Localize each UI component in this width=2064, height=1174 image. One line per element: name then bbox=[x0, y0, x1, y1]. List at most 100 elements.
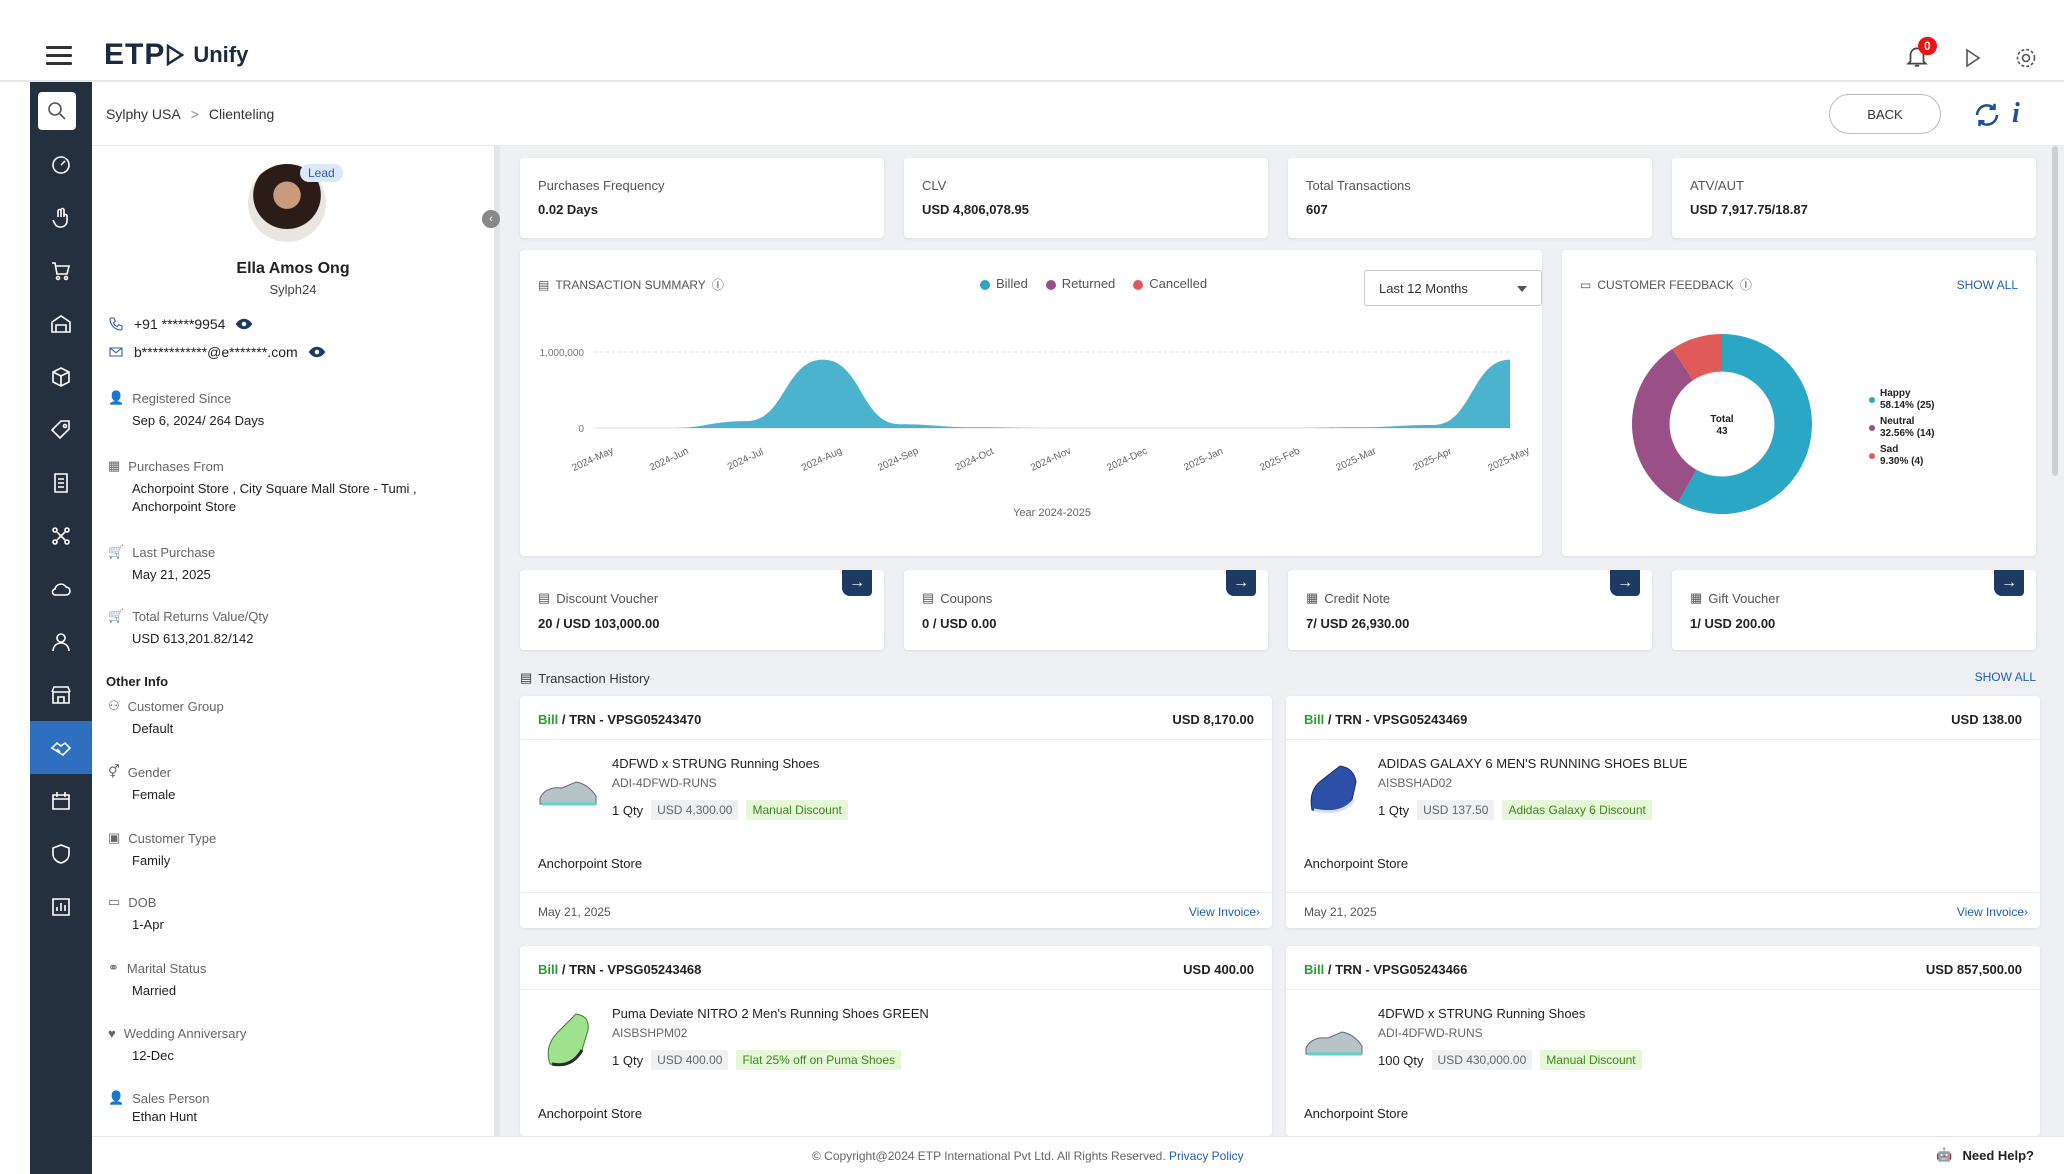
mail-icon bbox=[109, 347, 123, 357]
transaction-amount: USD 8,170.00 bbox=[1172, 712, 1254, 727]
legend-billed[interactable]: Billed bbox=[980, 276, 1028, 291]
returned-dot-icon bbox=[1045, 279, 1056, 290]
product-name: Puma Deviate NITRO 2 Men's Running Shoes… bbox=[612, 1006, 929, 1021]
sidebar-item-inventory[interactable] bbox=[30, 350, 92, 403]
coupons-card[interactable]: ▤ Coupons 0 / USD 0.00 → bbox=[904, 570, 1268, 650]
heart-calendar-icon: ♥ bbox=[108, 1026, 116, 1041]
x-tick-label: 2025-Jan bbox=[1182, 446, 1224, 474]
transaction-card[interactable]: Bill / TRN - VPSG05243466 USD 857,500.00 … bbox=[1286, 946, 2040, 1136]
view-invoice-link[interactable]: View Invoice› bbox=[1188, 905, 1260, 919]
product-line: 100 Qty USD 430,000.00 Manual Discount bbox=[1378, 1050, 1642, 1070]
info-circle-icon[interactable]: ⓘ bbox=[711, 278, 724, 292]
feedback-show-all-link[interactable]: SHOW ALL bbox=[1956, 278, 2018, 292]
transaction-card[interactable]: Bill / TRN - VPSG05243468 USD 400.00 Puma… bbox=[520, 946, 1272, 1136]
search-icon bbox=[48, 102, 66, 120]
gear-icon[interactable] bbox=[2014, 46, 2038, 70]
box-icon bbox=[52, 366, 70, 387]
privacy-policy-link[interactable]: Privacy Policy bbox=[1169, 1149, 1244, 1163]
discount-voucher-card[interactable]: ▤ Discount Voucher 20 / USD 103,000.00 → bbox=[520, 570, 884, 650]
sidebar-item-calendar[interactable] bbox=[30, 774, 92, 827]
legend-cancelled[interactable]: Cancelled bbox=[1133, 276, 1207, 291]
info-circle-icon[interactable]: ⓘ bbox=[1739, 278, 1752, 292]
sidebar-item-touch[interactable] bbox=[30, 191, 92, 244]
sidebar-item-customers[interactable] bbox=[30, 615, 92, 668]
field-label: Customer Group bbox=[127, 698, 224, 714]
product-image bbox=[547, 1013, 589, 1067]
eye-icon[interactable] bbox=[235, 317, 253, 331]
last-purchase-field: 🛒 Last Purchase May 21, 2025 bbox=[108, 544, 215, 584]
top-bar: ETP Unify 0 bbox=[0, 0, 2064, 82]
arrow-right-icon[interactable]: → bbox=[1994, 570, 2024, 596]
breadcrumb-root[interactable]: Sylphy USA bbox=[106, 106, 181, 122]
play-icon[interactable] bbox=[1960, 46, 1984, 70]
wallet-value: 1/ USD 200.00 bbox=[1690, 616, 1776, 631]
sidebar-item-promotions[interactable] bbox=[30, 403, 92, 456]
sidebar-item-loyalty[interactable] bbox=[30, 827, 92, 880]
sidebar-item-cloud[interactable] bbox=[30, 562, 92, 615]
main-content: Purchases Frequency 0.02 Days CLV USD 4,… bbox=[500, 146, 2064, 1136]
customer-feedback-header: ▭ CUSTOMER FEEDBACK ⓘ bbox=[1580, 276, 1752, 293]
field-label: DOB bbox=[128, 894, 157, 910]
transaction-number: / TRN - VPSG05243469 bbox=[1324, 712, 1468, 727]
store-name: Anchorpoint Store bbox=[1304, 1106, 1409, 1121]
breadcrumb-current: Clienteling bbox=[208, 106, 275, 122]
section-title: CUSTOMER FEEDBACK bbox=[1597, 277, 1734, 292]
transaction-card[interactable]: Bill / TRN - VPSG05243469 USD 138.00 ADID… bbox=[1286, 696, 2040, 928]
sales-person-field: 👤 Sales Person Ethan Hunt bbox=[108, 1090, 210, 1126]
need-help-button[interactable]: 🤖 Need Help? bbox=[1936, 1147, 2034, 1163]
transaction-header: Bill / TRN - VPSG05243466 USD 857,500.00 bbox=[1286, 946, 2040, 990]
menu-icon[interactable] bbox=[46, 46, 72, 66]
sidebar-item-integrations[interactable] bbox=[30, 509, 92, 562]
sidebar-search[interactable] bbox=[38, 92, 76, 130]
y-tick-label: 1,000,000 bbox=[540, 348, 585, 359]
marital-status-field: ⚭ Marital Status Married bbox=[108, 960, 206, 1000]
stat-label: Total Transactions bbox=[1306, 178, 1411, 193]
stat-card: Purchases Frequency 0.02 Days bbox=[520, 158, 884, 238]
breadcrumb-bar: Sylphy USA > Clienteling BACK i bbox=[92, 84, 2064, 146]
arrow-right-icon[interactable]: → bbox=[842, 570, 872, 596]
collapse-panel-icon[interactable]: ‹ bbox=[482, 210, 500, 228]
wallet-value: 7/ USD 26,930.00 bbox=[1306, 616, 1410, 631]
arrow-right-icon[interactable]: → bbox=[1226, 570, 1256, 596]
donut-legend-category: Neutral bbox=[1880, 416, 1915, 427]
chart-legend: Billed Returned Cancelled bbox=[980, 276, 1207, 291]
sidebar-item-dashboard[interactable] bbox=[30, 138, 92, 191]
wallet-label: Gift Voucher bbox=[1708, 590, 1780, 606]
dashboard-icon bbox=[52, 155, 70, 174]
sidebar-item-warehouse[interactable] bbox=[30, 297, 92, 350]
history-show-all-link[interactable]: SHOW ALL bbox=[1974, 670, 2036, 684]
panel-divider[interactable] bbox=[494, 146, 500, 1136]
play-logo-icon bbox=[167, 44, 185, 66]
scrollbar[interactable] bbox=[2052, 146, 2058, 476]
wallet-value: 0 / USD 0.00 bbox=[922, 616, 997, 631]
back-button[interactable]: BACK bbox=[1829, 94, 1941, 134]
sidebar-item-cart[interactable] bbox=[30, 244, 92, 297]
product-sku: ADI-4DFWD-RUNS bbox=[1378, 1026, 1483, 1040]
field-label: Customer Type bbox=[128, 830, 217, 846]
legend-returned[interactable]: Returned bbox=[1045, 276, 1115, 291]
view-invoice-link[interactable]: View Invoice› bbox=[1956, 905, 2028, 919]
sidebar-item-clienteling[interactable] bbox=[30, 721, 92, 774]
lead-badge: Lead bbox=[300, 164, 343, 182]
refresh-icon[interactable] bbox=[1972, 100, 2002, 130]
info-icon[interactable]: i bbox=[2012, 98, 2020, 129]
sidebar-item-stores[interactable] bbox=[30, 668, 92, 721]
copyright: © Copyright@2024 ETP International Pvt L… bbox=[812, 1149, 1244, 1163]
gift-voucher-card[interactable]: ▦ Gift Voucher 1/ USD 200.00 → bbox=[1672, 570, 2036, 650]
eye-icon[interactable] bbox=[308, 345, 326, 359]
sidebar-item-reports[interactable] bbox=[30, 456, 92, 509]
logo-text: ETP bbox=[104, 38, 166, 71]
app-logo[interactable]: ETP Unify bbox=[104, 38, 248, 72]
transaction-history-header: ▤ Transaction History bbox=[520, 670, 650, 686]
arrow-right-icon[interactable]: → bbox=[1610, 570, 1640, 596]
credit-note-card[interactable]: ▦ Credit Note 7/ USD 26,930.00 → bbox=[1288, 570, 1652, 650]
legend-label: Cancelled bbox=[1149, 276, 1208, 291]
transaction-card[interactable]: Bill / TRN - VPSG05243470 USD 8,170.00 4D… bbox=[520, 696, 1272, 928]
store-icon: ▦ bbox=[108, 458, 121, 473]
sidebar-item-analytics[interactable] bbox=[30, 880, 92, 933]
notification-button[interactable]: 0 bbox=[1904, 36, 1937, 74]
period-select[interactable]: Last 12 Months bbox=[1364, 270, 1542, 306]
copyright-text: © Copyright@2024 ETP International Pvt L… bbox=[812, 1149, 1166, 1163]
phone-value: +91 ******9954 bbox=[134, 316, 226, 332]
history-icon: ▤ bbox=[520, 670, 533, 685]
